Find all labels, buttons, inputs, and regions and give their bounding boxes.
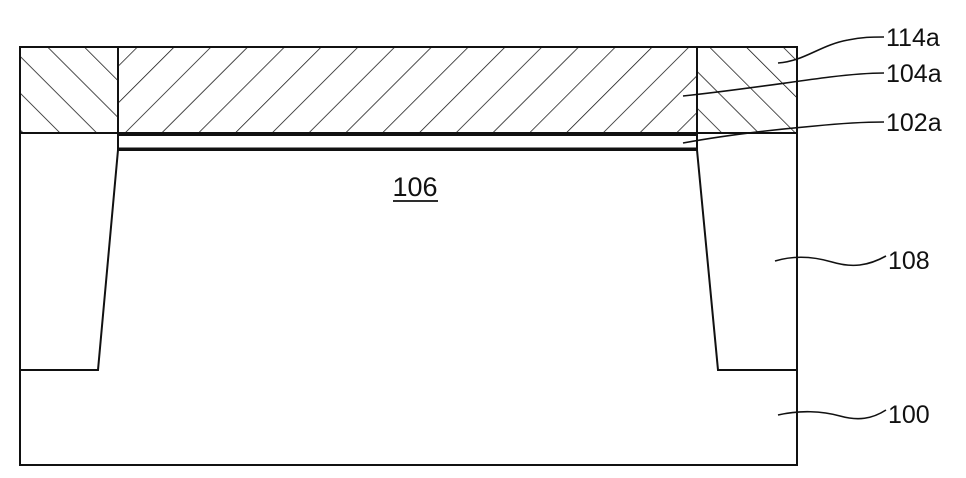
layer-104a (118, 47, 697, 135)
leader-100 (778, 410, 886, 419)
label-102a: 102a (886, 109, 942, 137)
label-114a: 114a (886, 24, 940, 52)
label-108: 108 (888, 247, 930, 275)
region-106-label: 106 (392, 172, 437, 202)
layer-114a-right (697, 47, 797, 133)
label-104a: 104a (886, 60, 942, 88)
label-100: 100 (888, 401, 930, 429)
layer-114a-left (20, 47, 118, 133)
leader-108 (775, 256, 886, 265)
